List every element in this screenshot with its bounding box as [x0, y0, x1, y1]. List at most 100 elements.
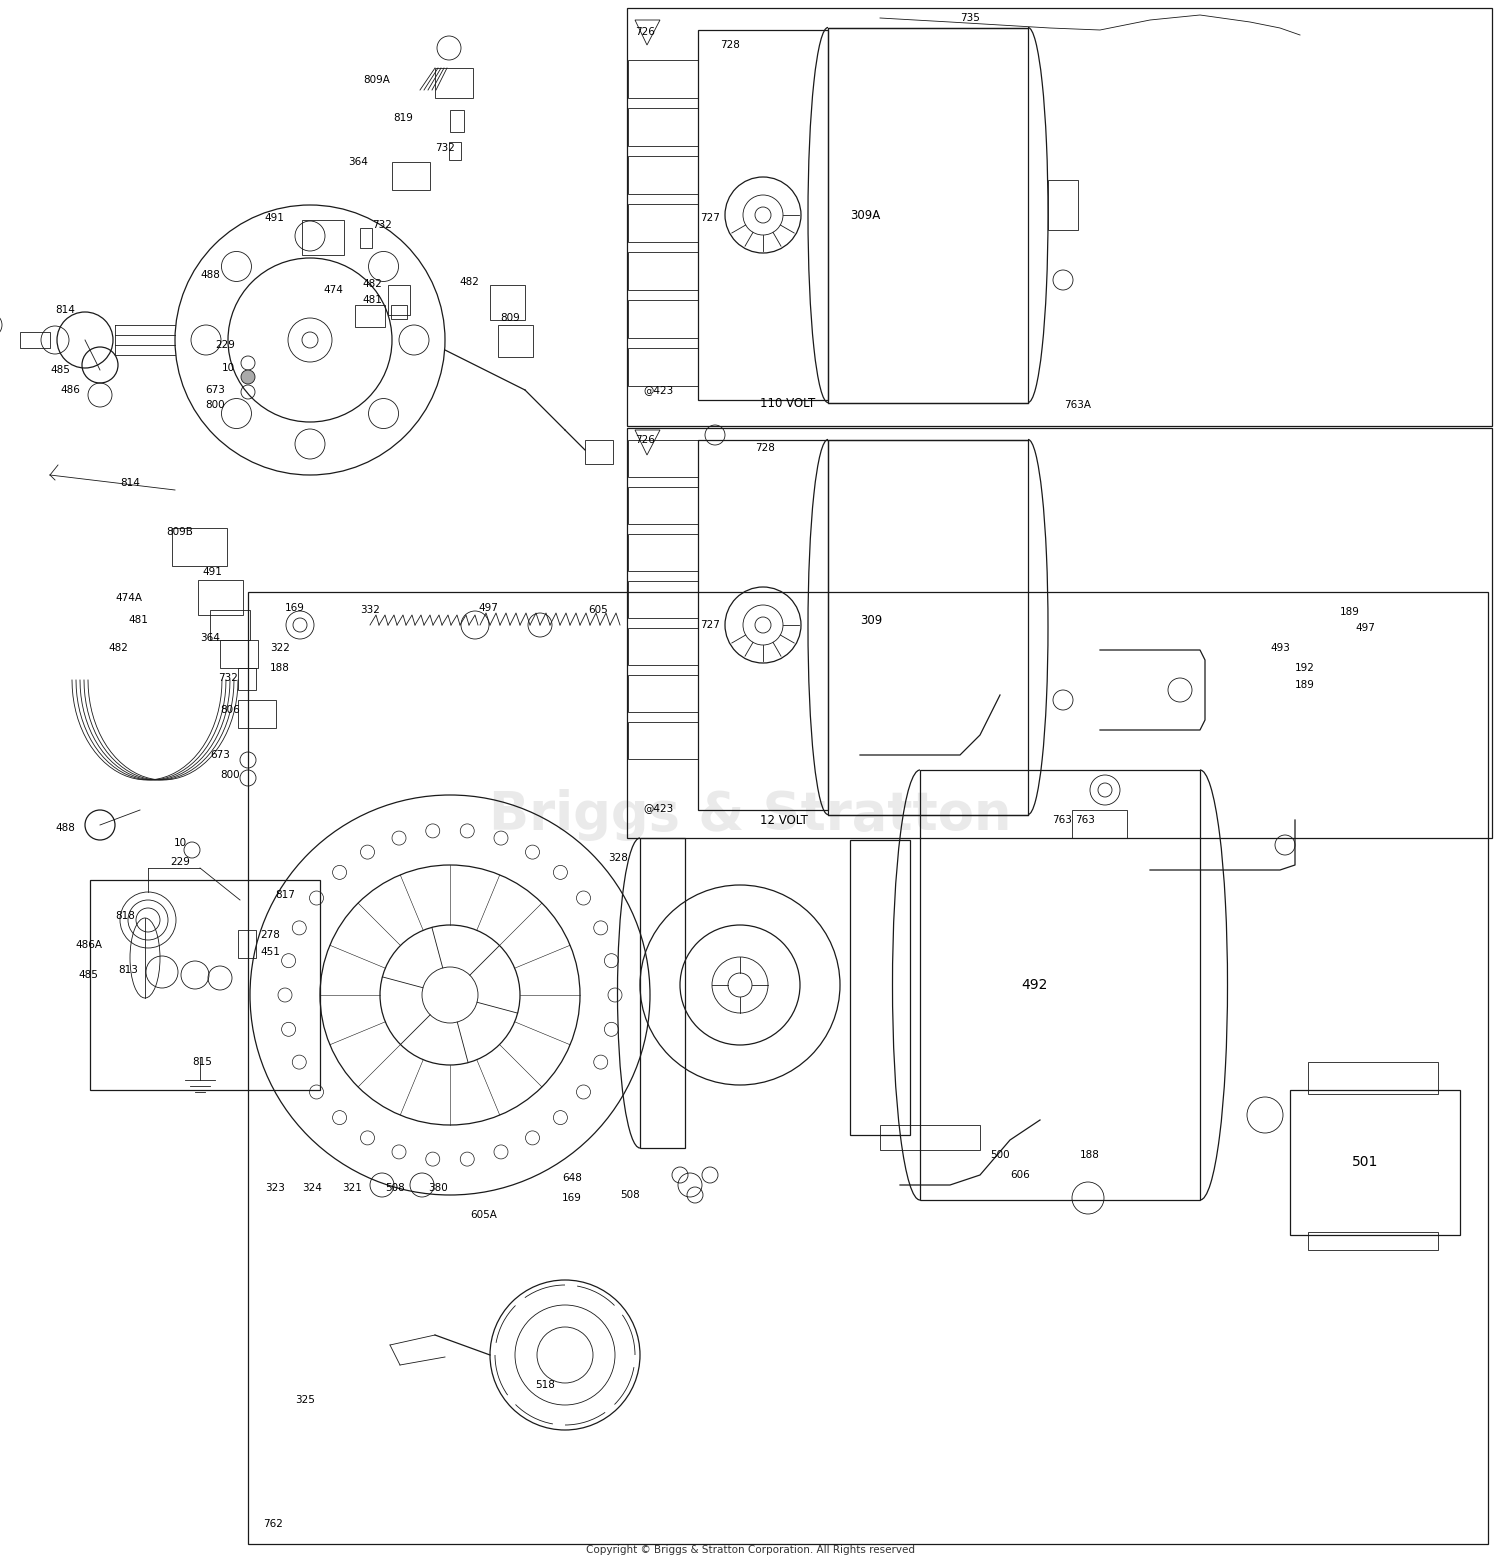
Text: 12 VOLT: 12 VOLT [760, 814, 808, 826]
Bar [448, 143, 460, 160]
Text: 188: 188 [1080, 1149, 1100, 1160]
Bar [628, 488, 698, 524]
Bar [220, 640, 258, 668]
Text: 10: 10 [222, 364, 236, 373]
Bar [392, 162, 430, 190]
Text: 732: 732 [217, 673, 238, 684]
Text: 169: 169 [285, 604, 304, 613]
Text: 324: 324 [302, 1182, 322, 1193]
Bar [450, 110, 464, 132]
Text: 813: 813 [118, 964, 138, 975]
Text: 491: 491 [202, 568, 222, 577]
Text: 727: 727 [700, 213, 720, 223]
Bar [628, 155, 698, 194]
Text: 328: 328 [608, 853, 628, 862]
Text: 763: 763 [1052, 815, 1072, 825]
Text: 606: 606 [1010, 1170, 1029, 1181]
Text: 110 VOLT: 110 VOLT [760, 397, 816, 409]
Text: 508: 508 [620, 1190, 639, 1200]
Text: 488: 488 [200, 270, 220, 281]
Text: 648: 648 [562, 1173, 582, 1182]
Bar [210, 610, 251, 640]
Text: 332: 332 [360, 605, 380, 615]
Text: 815: 815 [192, 1057, 211, 1066]
Text: 800: 800 [206, 400, 225, 409]
Text: 762: 762 [262, 1519, 284, 1529]
Text: 497: 497 [1354, 622, 1376, 633]
Bar [880, 1124, 980, 1149]
Text: 727: 727 [700, 619, 720, 630]
Bar [435, 67, 472, 99]
Bar [698, 30, 828, 400]
Bar [628, 252, 698, 290]
Circle shape [242, 370, 255, 384]
Bar [302, 220, 344, 256]
Text: 474: 474 [322, 285, 344, 295]
Text: 508: 508 [386, 1182, 405, 1193]
Text: Briggs & Stratton: Briggs & Stratton [489, 789, 1011, 842]
Circle shape [369, 251, 399, 282]
Text: 10: 10 [174, 837, 188, 848]
Text: 809: 809 [500, 314, 519, 323]
Text: 482: 482 [362, 279, 382, 289]
Bar [356, 306, 386, 328]
Bar [238, 930, 256, 958]
Text: 497: 497 [478, 604, 498, 613]
Circle shape [296, 221, 326, 251]
Bar [627, 428, 1492, 837]
Bar [1072, 811, 1126, 837]
Text: 605: 605 [588, 605, 608, 615]
Text: 728: 728 [754, 444, 776, 453]
Text: 800: 800 [220, 770, 240, 779]
Text: 493: 493 [1270, 643, 1290, 652]
Text: 482: 482 [459, 278, 478, 287]
Text: 188: 188 [270, 663, 290, 673]
Text: 189: 189 [1294, 681, 1316, 690]
Bar [628, 674, 698, 712]
Text: 189: 189 [1340, 607, 1360, 616]
Text: 735: 735 [960, 13, 980, 24]
Circle shape [296, 430, 326, 459]
Text: 817: 817 [274, 891, 296, 900]
Bar [628, 108, 698, 146]
Bar [1290, 1090, 1460, 1236]
Bar [238, 668, 256, 690]
Bar [360, 227, 372, 248]
Text: 321: 321 [342, 1182, 362, 1193]
Text: 806: 806 [220, 706, 240, 715]
Bar [628, 582, 698, 618]
Text: 488: 488 [56, 823, 75, 833]
Bar [90, 880, 320, 1090]
Text: 726: 726 [634, 27, 656, 38]
Circle shape [190, 325, 220, 354]
Bar [628, 204, 698, 241]
Text: 229: 229 [170, 858, 190, 867]
Bar [628, 60, 698, 99]
Circle shape [369, 398, 399, 428]
Bar [627, 8, 1492, 426]
Bar [1308, 1062, 1438, 1094]
Text: 485: 485 [50, 365, 70, 375]
Bar [585, 441, 614, 464]
Text: 605A: 605A [470, 1210, 496, 1220]
Bar [238, 699, 276, 728]
Text: 322: 322 [270, 643, 290, 652]
Text: 278: 278 [260, 930, 280, 939]
Text: 732: 732 [372, 220, 392, 230]
Bar [392, 306, 406, 318]
Bar [388, 285, 410, 315]
Bar [698, 441, 828, 811]
Circle shape [222, 398, 252, 428]
Text: 819: 819 [393, 113, 412, 122]
Text: 481: 481 [362, 295, 382, 306]
Text: 451: 451 [260, 947, 280, 956]
Text: 814: 814 [56, 306, 75, 315]
Text: 814: 814 [120, 478, 140, 488]
Text: 673: 673 [210, 750, 230, 760]
Bar [920, 770, 1200, 1200]
Bar [850, 840, 910, 1135]
Bar [828, 441, 1028, 815]
Text: 323: 323 [266, 1182, 285, 1193]
Text: 485: 485 [78, 971, 98, 980]
Text: 728: 728 [720, 41, 740, 50]
